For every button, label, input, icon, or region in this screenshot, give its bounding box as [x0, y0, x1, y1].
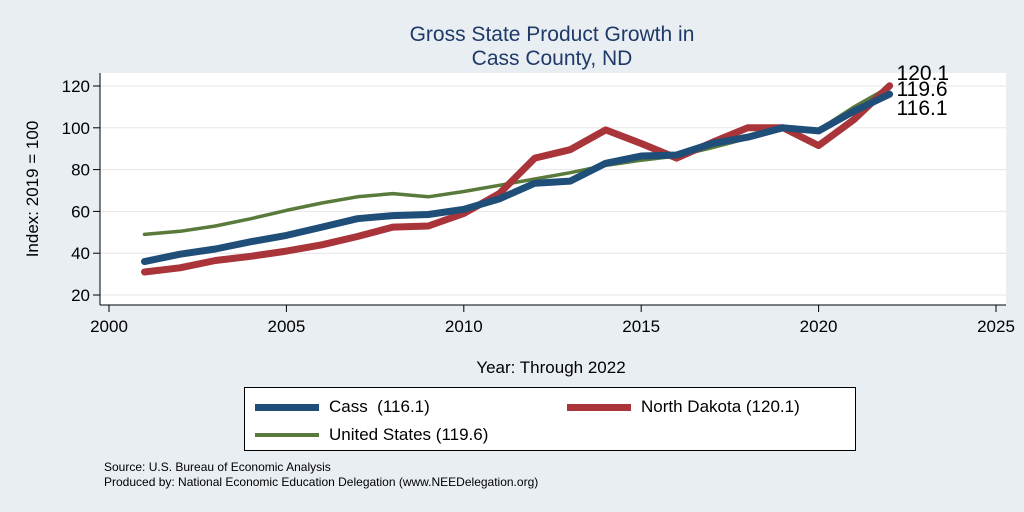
x-tick-label: 2000	[90, 317, 128, 336]
x-tick-label: 2015	[622, 317, 660, 336]
y-tick-label: 80	[71, 161, 90, 180]
x-tick-label: 2010	[445, 317, 483, 336]
y-tick-label: 20	[71, 286, 90, 305]
legend-swatch-north-dakota	[567, 403, 631, 411]
x-tick-label: 2005	[267, 317, 305, 336]
series-lines	[141, 82, 894, 276]
y-tick-label: 100	[62, 119, 90, 138]
axes: 20 40 60 80 100 120 2000 2005 2010 2015 2020 2025	[62, 73, 1015, 336]
chart-title: Gross State Product Growth in	[410, 23, 695, 46]
end-label-cass: 116.1	[897, 97, 948, 120]
y-axis-title: Index: 2019 = 100	[23, 121, 42, 258]
series-line-north-dakota	[141, 82, 894, 276]
chart-subtitle: Cass County, ND	[472, 47, 633, 70]
x-tick-label: 2020	[800, 317, 838, 336]
legend: Cass (116.1) North Dakota (120.1) United…	[244, 387, 856, 451]
gridlines	[100, 85, 1006, 296]
end-label-north-dakota: 120.1	[897, 62, 950, 85]
legend-label-north-dakota: North Dakota (120.1)	[641, 397, 800, 416]
legend-swatch-united-states	[255, 433, 319, 437]
legend-label-cass: Cass (116.1)	[329, 397, 430, 416]
legend-item-cass: Cass (116.1)	[255, 397, 430, 417]
y-tick-label: 120	[62, 77, 90, 96]
x-tick-label: 2025	[977, 317, 1015, 336]
legend-label-united-states: United States (119.6)	[329, 425, 489, 444]
legend-item-north-dakota: North Dakota (120.1)	[567, 397, 800, 417]
series-line-cass	[141, 90, 894, 266]
end-label-united-states: 119.6	[897, 78, 948, 101]
y-tick-label: 40	[71, 244, 90, 263]
producer-note: Produced by: National Economic Education…	[104, 475, 539, 489]
legend-item-united-states: United States (119.6)	[255, 425, 488, 445]
y-tick-label: 60	[71, 202, 90, 221]
x-axis-title: Year: Through 2022	[476, 358, 625, 377]
source-note: Source: U.S. Bureau of Economic Analysis	[104, 460, 331, 474]
legend-swatch-cass	[255, 403, 319, 411]
